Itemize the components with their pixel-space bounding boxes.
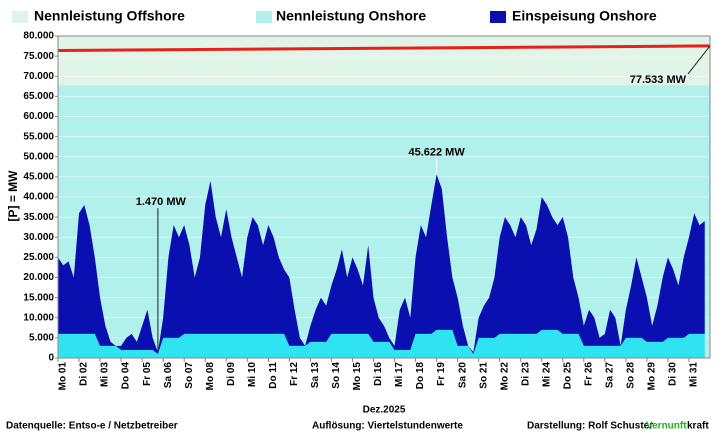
y-tick-label: 60.000 (23, 111, 54, 122)
footer-source: Datenquelle: Entso-e / Netzbetreiber (6, 421, 178, 432)
x-tick-label: Mi 31 (689, 362, 700, 387)
x-axis-label: Dez.2025 (363, 405, 406, 416)
x-tick-label: Mo 15 (352, 362, 363, 391)
legend-label: Nennleistung Offshore (34, 8, 185, 24)
x-tick-label: Mi 03 (100, 362, 111, 387)
x-tick-label: Fr 19 (436, 362, 447, 386)
footer-brand: Vernunft (646, 421, 687, 432)
x-tick-label: Mi 10 (247, 362, 258, 387)
area (58, 174, 705, 354)
legend-swatch (256, 11, 272, 23)
x-tick-label: So 21 (478, 362, 489, 389)
y-axis-label: [P] = MW (6, 170, 20, 222)
x-tick-label: Mo 01 (58, 362, 69, 391)
y-tick-label: 40.000 (23, 192, 54, 203)
annotation: 77.533 MW (630, 74, 687, 86)
x-tick-label: Di 02 (79, 362, 90, 386)
y-tick-label: 0 (48, 353, 54, 364)
x-tick-label: Mo 08 (205, 362, 216, 391)
y-tick-label: 45.000 (23, 172, 54, 183)
x-tick-label: So 07 (184, 362, 195, 389)
x-tick-label: Fr 12 (289, 362, 300, 386)
y-tick-label: 15.000 (23, 292, 54, 303)
x-tick-label: Di 16 (373, 362, 384, 386)
x-tick-label: Fr 26 (583, 362, 594, 386)
legend-swatch (12, 11, 28, 23)
x-tick-label: Sa 27 (604, 362, 615, 389)
annotation-line (687, 45, 711, 75)
area (58, 329, 705, 358)
x-tick-label: Mi 24 (541, 362, 552, 387)
y-tick-label: 50.000 (23, 151, 54, 162)
legend-label: Einspeisung Onshore (512, 8, 657, 24)
x-tick-label: Do 11 (268, 362, 279, 389)
y-tick-label: 55.000 (23, 131, 54, 142)
x-tick-label: Di 23 (520, 362, 531, 386)
y-tick-label: 35.000 (23, 212, 54, 223)
x-tick-label: Sa 13 (310, 362, 321, 389)
y-tick-label: 20.000 (23, 272, 54, 283)
x-tick-label: Do 04 (121, 362, 132, 390)
x-tick-label: So 14 (331, 362, 342, 389)
legend-label: Nennleistung Onshore (276, 8, 426, 24)
y-tick-label: 70.000 (23, 71, 54, 82)
x-tick-label: Mo 22 (499, 362, 510, 391)
x-tick-label: So 28 (626, 362, 637, 389)
legend-swatch (490, 11, 506, 23)
x-tick-label: Mi 17 (394, 362, 405, 387)
x-tick-label: Do 25 (562, 362, 573, 390)
y-tick-label: 75.000 (23, 51, 54, 62)
x-tick-label: Sa 20 (457, 362, 468, 389)
x-tick-label: Fr 05 (142, 362, 153, 386)
annotation: 1.470 MW (136, 196, 187, 208)
y-tick-label: 30.000 (23, 232, 54, 243)
x-tick-label: Di 09 (226, 362, 237, 386)
x-tick-label: Di 30 (668, 362, 679, 386)
reference-line (57, 44, 711, 52)
area (58, 36, 710, 86)
footer-author: Darstellung: Rolf Schuster (527, 421, 653, 432)
y-tick-label: 80.000 (23, 31, 54, 42)
x-tick-label: Sa 06 (163, 362, 174, 389)
footer-resolution: Auflösung: Viertelstundenwerte (312, 421, 463, 432)
footer-brand: kraft (687, 421, 709, 432)
y-tick-label: 5.000 (29, 333, 54, 344)
x-tick-label: Mo 29 (647, 362, 658, 391)
y-tick-label: 65.000 (23, 91, 54, 102)
x-tick-label: Do 18 (415, 362, 426, 390)
annotation: 45.622 MW (408, 146, 465, 158)
y-tick-label: 25.000 (23, 252, 54, 263)
y-tick-label: 10.000 (23, 312, 54, 323)
